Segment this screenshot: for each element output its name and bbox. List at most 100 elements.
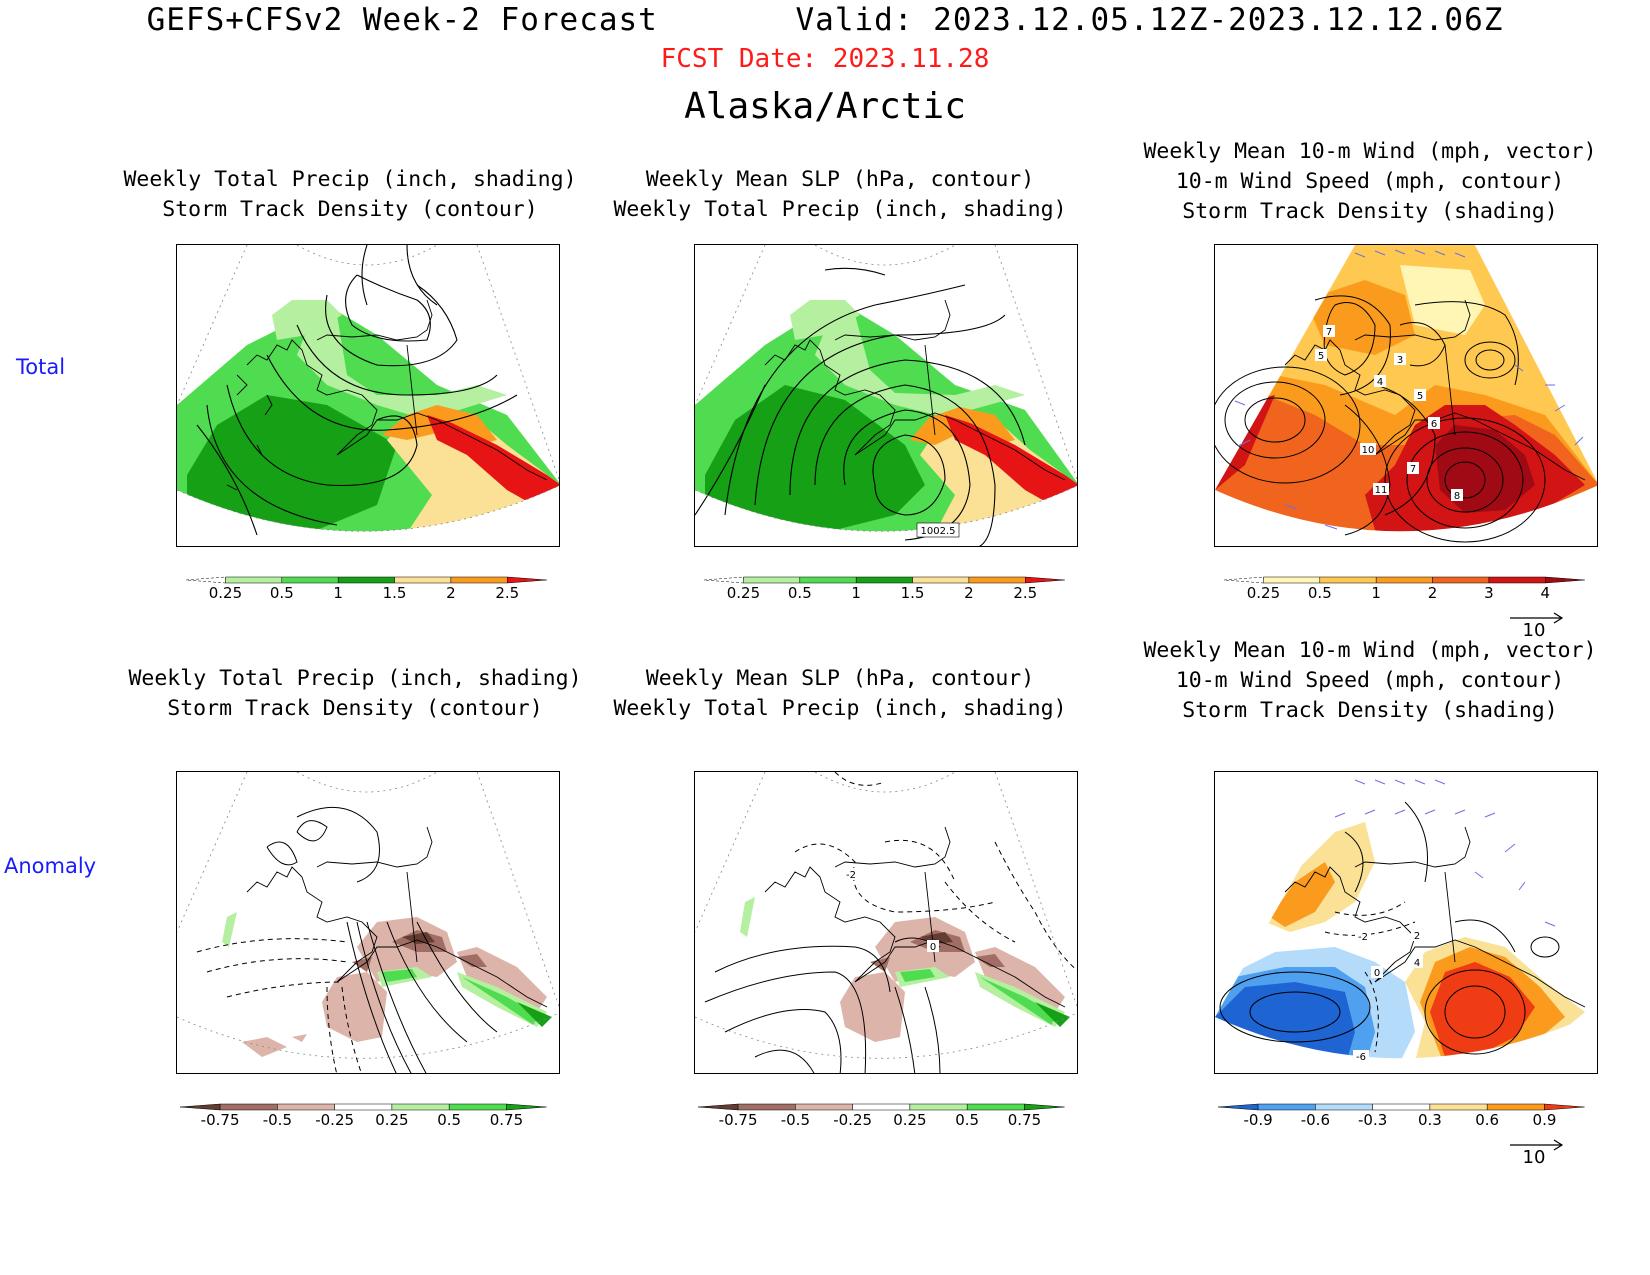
colorbar-segment (1223, 576, 1264, 584)
colorbar-tick-label: -0.9 (1243, 1111, 1273, 1129)
colorbar-segment (1375, 576, 1433, 584)
colorbar-tick-label: 0.5 (1307, 584, 1332, 602)
map-panel-total-slp: 1002.5 (694, 244, 1078, 547)
wind-contour-label: 6 (1431, 419, 1437, 430)
colorbar-segment (185, 576, 226, 584)
colorbar-segment (966, 1103, 1025, 1111)
colorbar-tick-label: 2 (446, 584, 456, 602)
panel-title-anom-wind: Weekly Mean 10-m Wind (mph, vector) 10-m … (1143, 638, 1597, 723)
colorbar-segment (394, 576, 452, 584)
map-panel-anom-precip (176, 771, 560, 1074)
map-panel-anom-wind: -2 2 0 4 -6 (1214, 771, 1598, 1074)
wind-contour-label: 8 (1454, 491, 1460, 502)
colorbar-tick-label: 0.9 (1532, 1111, 1557, 1129)
colorbar-total-slp: 0.25 0.5 1 1.5 2 2.5 (694, 574, 1086, 610)
slp-anom-label: -2 (846, 870, 856, 881)
colorbar-tick-label: -0.25 (315, 1111, 355, 1129)
panel-title-anom-precip: Weekly Total Precip (inch, shading) Storm… (128, 666, 582, 721)
colorbar-anom-slp: -0.75 -0.5 -0.25 0.25 0.5 0.75 (688, 1101, 1086, 1137)
row-label-total: Total (16, 355, 66, 379)
colorbar-segment (1263, 576, 1321, 584)
colorbar-tick-label: 4 (1540, 584, 1551, 602)
colorbar-tick-label: 1.5 (900, 584, 925, 602)
colorbar-tick-label: 0.25 (893, 1111, 927, 1129)
colorbar-segment (1486, 1103, 1545, 1111)
colorbar-tick-label: 0.5 (787, 584, 812, 602)
colorbar-segment (334, 1103, 393, 1111)
colorbar-segment (507, 576, 547, 584)
wind-anom-label: 4 (1414, 958, 1420, 969)
panel-title-total-wind: Weekly Mean 10-m Wind (mph, vector) 10-m … (1143, 139, 1597, 224)
colorbar-segment (1544, 1103, 1585, 1111)
colorbar-tick-label: 1 (1371, 584, 1381, 602)
panel-title-anom-slp: Weekly Mean SLP (hPa, contour) Weekly Tot… (613, 666, 1067, 721)
colorbar-segment (450, 576, 508, 584)
panel-title-total-precip: Weekly Total Precip (inch, shading) Storm… (123, 167, 577, 222)
colorbar-segment (1217, 1103, 1259, 1111)
colorbar-segment (1319, 576, 1377, 584)
colorbar-tick-label: 3 (1484, 584, 1494, 602)
wind-anom-label: -6 (1356, 1052, 1366, 1063)
colorbar-tick-label: 0.6 (1475, 1111, 1500, 1129)
wind-contour-label: 11 (1375, 485, 1388, 496)
vector-reference-label: 10 (1522, 1147, 1546, 1168)
colorbar-tick-label: -0.75 (200, 1111, 240, 1129)
colorbar-tick-label: 2 (964, 584, 974, 602)
colorbar-segment (337, 576, 395, 584)
slp-contour-label: 1002.5 (921, 526, 956, 537)
colorbar-tick-label: 0.25 (208, 584, 243, 602)
map-panel-anom-slp: -2 0 (694, 771, 1078, 1074)
colorbar-segment (703, 576, 744, 584)
colorbar-tick-label: -0.6 (1300, 1111, 1330, 1129)
colorbar-segment (968, 576, 1026, 584)
colorbar-segment (1024, 1103, 1065, 1111)
colorbar-segment (1545, 576, 1585, 584)
wind-contour-label: 7 (1410, 464, 1416, 475)
colorbar-tick-label: 1 (333, 584, 343, 602)
wind-contour-label: 10 (1362, 445, 1375, 456)
colorbar-tick-label: 0.5 (269, 584, 294, 602)
colorbar-segment (448, 1103, 507, 1111)
wind-contour-label: 7 (1326, 327, 1332, 338)
colorbar-tick-label: -0.5 (780, 1111, 810, 1129)
colorbar-segment (225, 576, 283, 584)
colorbar-tick-label: 0.3 (1417, 1111, 1442, 1129)
wind-contour-label: 3 (1397, 355, 1403, 366)
colorbar-segment (1372, 1103, 1431, 1111)
main-title: GEFS+CFSv2 Week-2 Forecast Valid: 2023.1… (0, 2, 1650, 38)
map-panel-total-precip (176, 244, 560, 547)
forecast-date: FCST Date: 2023.11.28 (660, 44, 990, 74)
colorbar-tick-label: -0.75 (718, 1111, 758, 1129)
colorbar-segment (855, 576, 913, 584)
colorbar-total-density: 0.25 0.5 1 2 3 4 (1214, 574, 1606, 610)
colorbar-tick-label: -0.5 (262, 1111, 292, 1129)
colorbar-segment (281, 576, 339, 584)
colorbar-tick-label: -0.3 (1357, 1111, 1388, 1129)
colorbar-segment (1315, 1103, 1373, 1111)
colorbar-total-precip: 0.25 0.5 1 1.5 2 2.5 (176, 574, 568, 610)
slp-anom-label: 0 (930, 942, 936, 953)
vector-reference-label: 10 (1522, 620, 1546, 641)
colorbar-segment (391, 1103, 450, 1111)
wind-anom-label: 2 (1414, 931, 1420, 942)
region-title: Alaska/Arctic (684, 86, 966, 127)
colorbar-segment (1429, 1103, 1488, 1111)
colorbar-segment (1025, 576, 1065, 584)
colorbar-tick-label: 0.5 (437, 1111, 462, 1129)
colorbar-tick-label: 0.25 (375, 1111, 409, 1129)
model-title: GEFS+CFSv2 Week-2 Forecast (146, 2, 658, 38)
colorbar-tick-label: 0.25 (726, 584, 761, 602)
colorbar-segment (1488, 576, 1546, 584)
colorbar-segment (795, 1103, 853, 1111)
colorbar-tick-label: 0.75 (489, 1111, 524, 1129)
colorbar-segment (1432, 576, 1490, 584)
colorbar-segment (179, 1103, 221, 1111)
row-label-anomaly: Anomaly (4, 854, 97, 878)
colorbar-anom-precip: -0.75 -0.5 -0.25 0.25 0.5 0.75 (170, 1101, 568, 1137)
colorbar-segment (1257, 1103, 1316, 1111)
colorbar-segment (737, 1103, 796, 1111)
wind-contour-label: 5 (1318, 351, 1324, 362)
title-gap (658, 2, 796, 38)
map-panel-total-wind: 7 5 3 4 5 6 10 7 11 8 (1214, 244, 1598, 547)
panel-title-total-slp: Weekly Mean SLP (hPa, contour) Weekly Tot… (613, 167, 1067, 222)
